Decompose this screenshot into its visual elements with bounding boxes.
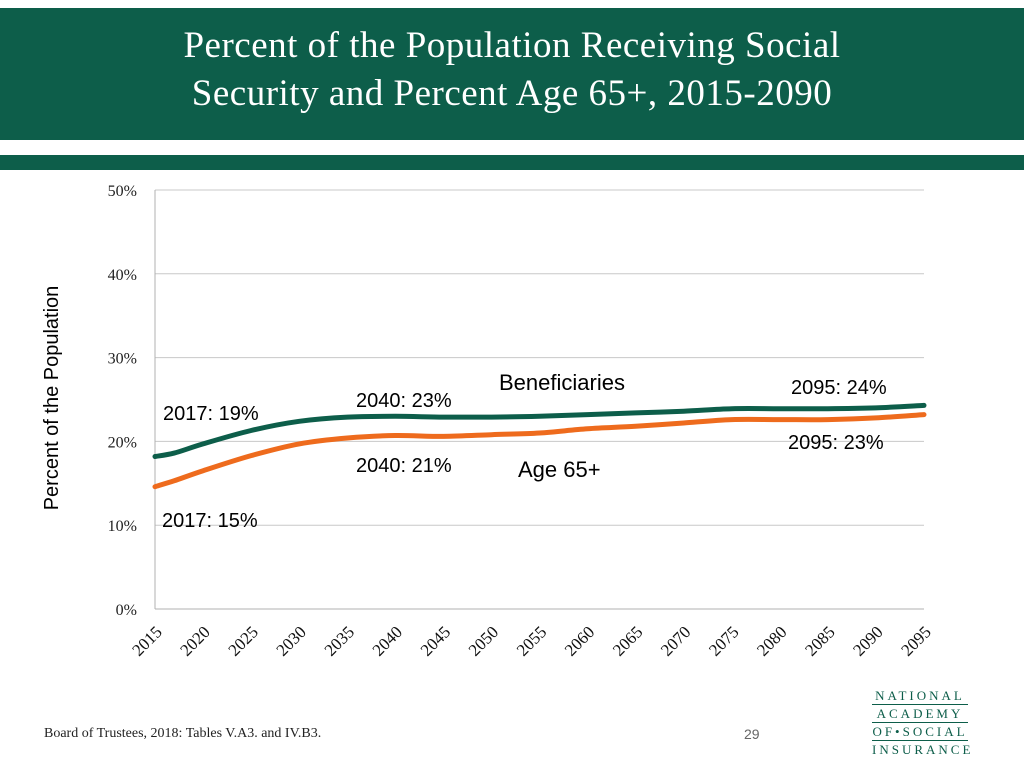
x-tick-label: 2085 — [801, 622, 838, 659]
x-tick-label: 2045 — [417, 622, 454, 659]
y-tick-label: 50% — [108, 183, 137, 200]
annotation-ben-2017: 2017: 19% — [163, 403, 259, 425]
annotation-ben-2095: 2095: 24% — [791, 377, 887, 399]
accent-stripe — [0, 155, 1024, 170]
x-tick-label: 2075 — [705, 622, 742, 659]
x-tick-label: 2020 — [176, 622, 213, 659]
annotation-age-2017: 2017: 15% — [162, 510, 258, 532]
x-tick-label: 2015 — [128, 622, 165, 659]
x-tick-label: 2060 — [561, 622, 598, 659]
x-tick-label: 2050 — [465, 622, 502, 659]
x-tick-label: 2090 — [849, 622, 886, 659]
annotation-ben-2040: 2040: 23% — [356, 390, 452, 412]
y-tick-label: 10% — [108, 518, 137, 535]
annotation-age-2095: 2095: 23% — [788, 432, 884, 454]
logo-rule — [872, 722, 968, 723]
logo-line-3: OF•SOCIAL — [872, 724, 968, 739]
x-tick-label: 2025 — [224, 622, 261, 659]
series-lines — [152, 402, 927, 490]
series-line-age-65 — [152, 412, 927, 490]
x-tick-label: 2065 — [609, 622, 646, 659]
logo-line-1: NATIONAL — [875, 688, 965, 703]
logo-line-4: INSURANCE — [872, 742, 974, 757]
page-number: 29 — [744, 726, 760, 742]
title-bar — [0, 8, 1024, 140]
x-tick-label: 2070 — [657, 622, 694, 659]
x-tick-label: 2035 — [321, 622, 358, 659]
y-tick-label: 30% — [108, 351, 137, 368]
grid-lines — [155, 189, 924, 526]
y-tick-label: 40% — [108, 267, 137, 284]
y-tick-label: 0% — [116, 602, 137, 619]
x-tick-labels: 2015 2020 2025 2030 2035 2040 2045 2050 2055 2060… — [128, 622, 934, 659]
y-axis-label: Percent of the Population — [41, 286, 63, 511]
x-tick-label: 2080 — [753, 622, 790, 659]
annotation-age-2040: 2040: 21% — [356, 455, 452, 477]
axes — [154, 190, 924, 610]
annotation-age-label: Age 65+ — [518, 457, 601, 482]
x-tick-label: 2055 — [513, 622, 550, 659]
series-line-beneficiaries — [152, 402, 927, 459]
y-tick-label: 20% — [108, 434, 137, 451]
slide-title-line-2: Security and Percent Age 65+, 2015-2090 — [191, 73, 833, 114]
nasi-logo: NATIONAL ACADEMY OF•SOCIAL INSURANCE — [872, 688, 974, 757]
slide-title-line-1: Percent of the Population Receiving Soci… — [183, 25, 841, 66]
logo-line-2: ACADEMY — [876, 706, 964, 721]
logo-rule — [872, 740, 968, 741]
x-tick-label: 2030 — [273, 622, 310, 659]
slide-title: Percent of the Population Receiving Soci… — [0, 22, 1024, 118]
y-tick-labels: 0% 10% 20% 30% 40% 50% — [108, 183, 137, 619]
logo-rule — [872, 704, 968, 705]
x-tick-label: 2040 — [369, 622, 406, 659]
annotations: 2017: 19% 2017: 15% 2040: 23% 2040: 21% Bene… — [162, 370, 887, 532]
x-tick-label: 2095 — [897, 622, 934, 659]
annotation-ben-label: Beneficiaries — [499, 370, 625, 395]
source-note: Board of Trustees, 2018: Tables V.A3. an… — [44, 726, 322, 741]
